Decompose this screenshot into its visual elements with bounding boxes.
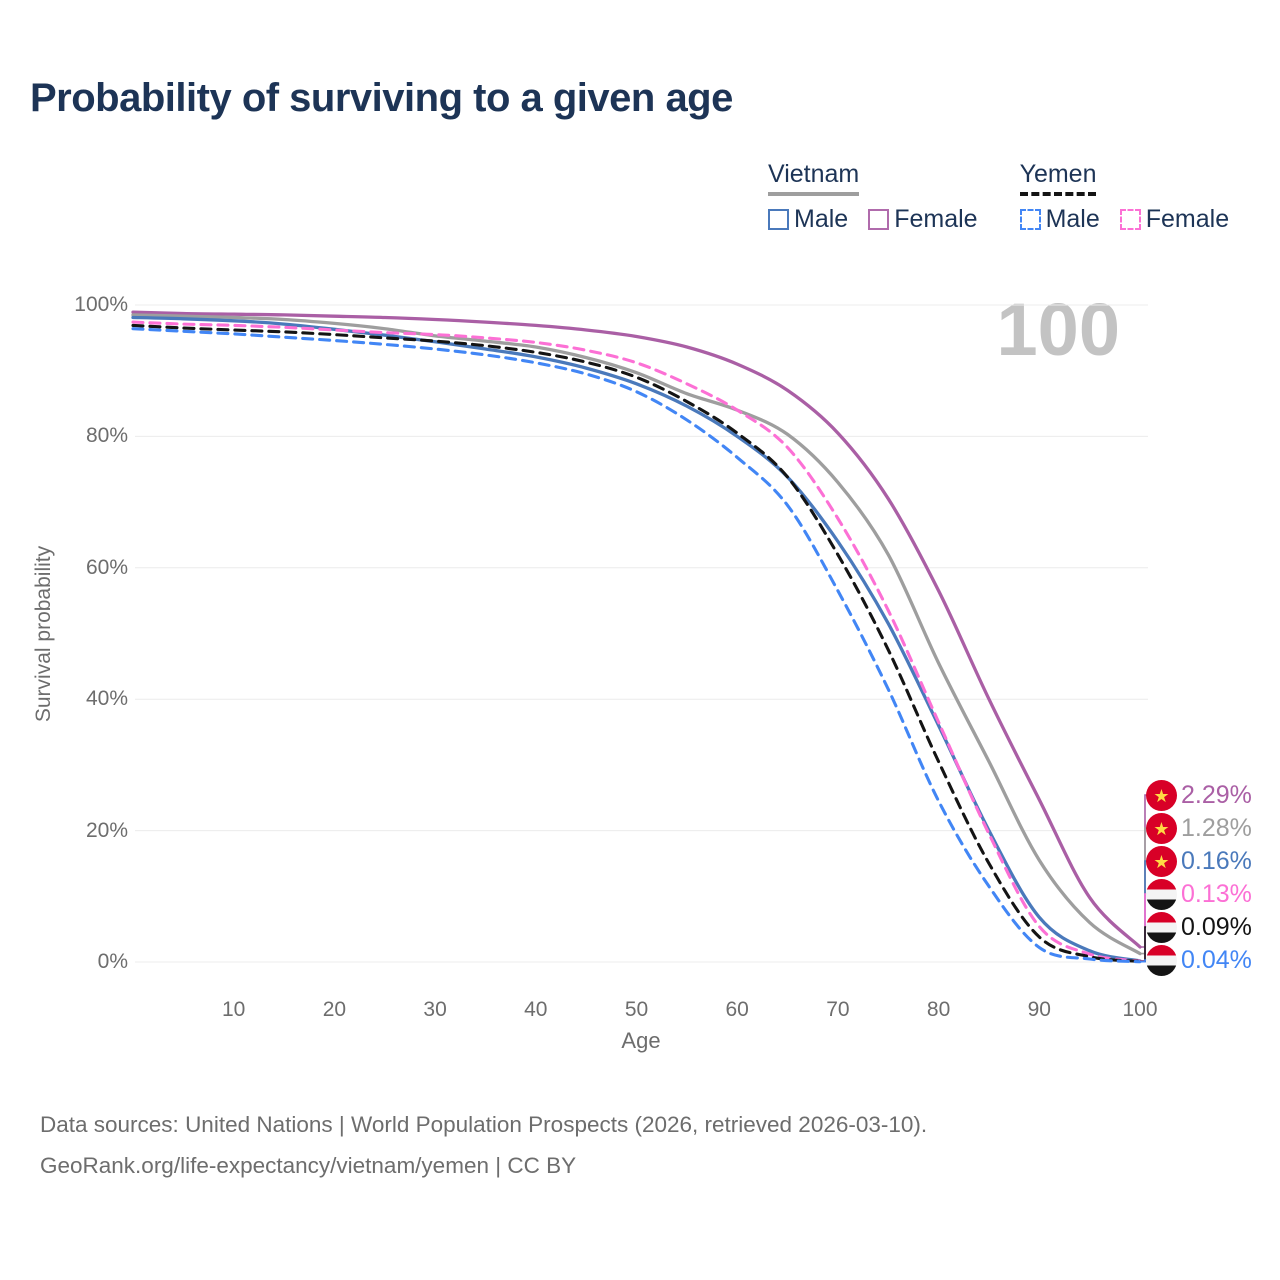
legend-item-label: Female: [894, 205, 978, 233]
star-icon: ★: [1153, 818, 1170, 839]
y-axis-title: Survival probability: [32, 545, 55, 723]
vietnam-flag-icon: ★: [1146, 780, 1177, 811]
legend-item-label: Male: [1045, 205, 1100, 233]
yemen-flag-icon: [1146, 945, 1177, 976]
series-end-label-vietnam-female: ★ 2.29%: [1146, 779, 1252, 812]
yemen-flag-icon: [1146, 879, 1177, 910]
end-value-label: 0.13%: [1181, 880, 1252, 908]
end-value-label: 2.29%: [1181, 781, 1252, 809]
series-end-label-yemen-female: 0.13%: [1146, 878, 1252, 911]
legend-item-label: Female: [1145, 205, 1230, 233]
legend-group-yemen: Yemen Male Female: [1019, 160, 1230, 234]
legend-group-vietnam: Vietnam Male Female: [768, 160, 978, 234]
end-value-label: 0.04%: [1181, 946, 1252, 974]
x-tick-label: 100: [1122, 998, 1158, 1021]
legend-item-yemen-male: Male: [1019, 205, 1100, 234]
x-tick-label: 40: [524, 998, 548, 1021]
legend-item-yemen-female: Female: [1119, 205, 1230, 234]
x-tick-label: 10: [222, 998, 246, 1021]
vietnam-flag-icon: ★: [1146, 813, 1177, 844]
y-tick-label: 80%: [85, 424, 128, 448]
legend-swatch-icon: [1019, 209, 1041, 230]
legend-item-vietnam-female: Female: [868, 205, 978, 234]
y-tick-label: 0%: [97, 950, 128, 973]
x-axis-title: Age: [621, 1028, 661, 1053]
y-tick-label: 60%: [85, 555, 128, 579]
series-end-label-yemen-male: 0.04%: [1146, 944, 1252, 977]
x-tick-label: 80: [926, 998, 951, 1021]
legend-swatch-icon: [768, 209, 789, 230]
series-end-label-yemen-both: 0.09%: [1146, 911, 1252, 944]
x-tick-label: 20: [322, 998, 347, 1021]
series-line-vietnam-both: [131, 313, 1142, 956]
x-tick-label: 50: [624, 998, 649, 1021]
legend-item-label: Male: [794, 205, 849, 233]
series-line-yemen-both: [131, 323, 1142, 963]
page-title: Probability of surviving to a given age: [30, 76, 733, 120]
vietnam-flag-icon: ★: [1146, 846, 1177, 877]
series-end-label-vietnam-both: ★ 1.28%: [1146, 812, 1252, 845]
x-tick-label: 60: [725, 998, 749, 1021]
footer: Data sources: United Nations | World Pop…: [40, 1104, 927, 1186]
series-line-yemen-male: [131, 327, 1142, 964]
end-value-label: 1.28%: [1181, 814, 1252, 842]
data-sources-text: Data sources: United Nations | World Pop…: [40, 1112, 928, 1137]
series-end-label-vietnam-male: ★ 0.16%: [1146, 845, 1252, 878]
y-tick-label: 20%: [85, 818, 128, 842]
legend-swatch-icon: [868, 209, 890, 230]
y-tick-label: 100%: [74, 293, 128, 316]
star-icon: ★: [1153, 851, 1170, 872]
end-value-label: 0.16%: [1181, 847, 1252, 875]
legend-swatch-icon: [1119, 209, 1141, 230]
x-tick-label: 30: [423, 998, 447, 1021]
legend-item-vietnam-male: Male: [768, 205, 848, 234]
end-value-label: 0.09%: [1181, 913, 1252, 941]
series-line-vietnam-female: [131, 310, 1142, 949]
y-tick-label: 40%: [85, 687, 128, 711]
chart-legend: Vietnam Male Female Yemen Male Female: [768, 160, 1229, 234]
legend-country-label-vietnam: Vietnam: [768, 160, 860, 196]
x-tick-label: 90: [1027, 998, 1051, 1021]
attribution-text: GeoRank.org/life-expectancy/vietnam/yeme…: [40, 1153, 577, 1178]
star-icon: ★: [1153, 785, 1170, 806]
series-line-yemen-female: [131, 320, 1142, 963]
legend-country-label-yemen: Yemen: [1019, 160, 1097, 196]
yemen-flag-icon: [1146, 912, 1177, 943]
x-tick-label: 70: [826, 998, 850, 1021]
